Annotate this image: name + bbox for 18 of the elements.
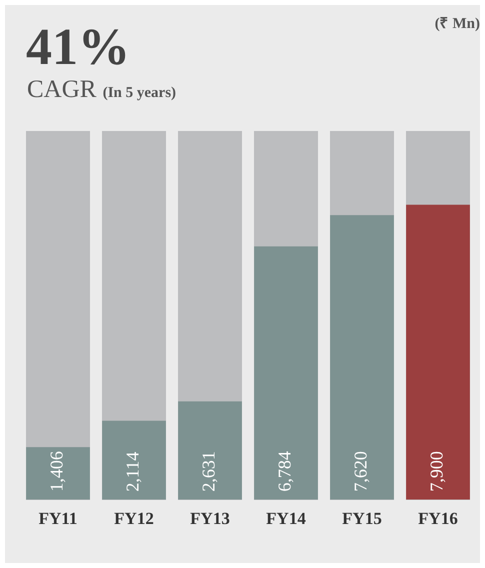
chart-title: 41% — [26, 19, 130, 76]
x-tick-label: FY12 — [114, 509, 154, 528]
data-label: 6,784 — [274, 451, 295, 492]
bar — [178, 401, 242, 500]
text: (₹ Mn) — [434, 15, 480, 33]
bar — [102, 420, 166, 500]
data-label: 2,631 — [198, 451, 219, 492]
x-tick-label: FY11 — [38, 509, 78, 528]
x-tick-label: FY16 — [418, 509, 458, 528]
x-tick-label: FY15 — [342, 509, 382, 528]
data-label: 7,620 — [350, 451, 371, 492]
chart-subtitle: CAGR (In 5 years) — [27, 76, 176, 105]
x-tick-label: FY13 — [190, 509, 230, 528]
data-label: 1,406 — [46, 451, 67, 492]
data-label: 7,900 — [426, 451, 447, 492]
bar — [26, 447, 90, 500]
x-tick-label: FY14 — [266, 509, 306, 528]
data-label: 2,114 — [122, 452, 143, 492]
